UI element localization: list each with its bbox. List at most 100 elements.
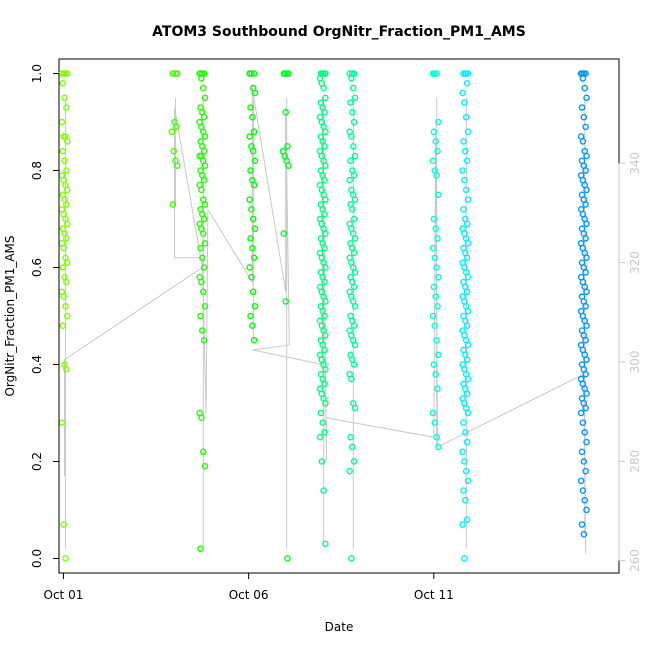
data-point [321,346,328,354]
data-point [322,94,329,102]
data-point [317,409,325,417]
data-point [198,186,205,194]
data-point [251,303,259,310]
data-point [464,341,472,349]
data-point [246,133,253,140]
data-point [464,128,472,136]
data-point [461,429,469,436]
data-point [580,530,588,538]
data-point [251,89,259,97]
data-point [284,555,291,562]
data-point [432,370,439,378]
data-point [434,303,441,310]
data-point [350,172,358,179]
data-point [201,239,209,247]
y-axis: 0.0 0.2 0.4 0.6 0.8 1.0 [30,64,60,568]
data-point [581,429,589,436]
data-point [198,278,205,286]
data-point [463,220,471,228]
data-point [582,303,589,310]
data-point [197,312,204,320]
data-point [349,206,356,213]
data-point [322,230,329,237]
right-tick-label: 260 [628,549,642,572]
data-point [200,113,208,121]
y-tick-label: 0.2 [30,452,44,471]
data-point [247,104,254,111]
data-point [61,157,68,165]
data-point [433,336,440,344]
data-point [578,521,586,528]
data-point [435,443,442,451]
x-axis: Oct 01 Oct 06 Oct 11 [44,572,454,602]
data-point [433,433,440,441]
data-point [351,152,359,160]
data-point [464,409,472,417]
data-point [435,118,442,126]
data-point [464,307,472,315]
right-axis: 260 280 300 320 340 [618,152,642,572]
data-point [200,147,208,155]
data-point [347,99,354,106]
y-tick-label: 0.6 [30,258,44,277]
data-point [434,235,441,242]
data-point [169,70,177,77]
data-point [60,521,67,528]
data-point [59,147,67,155]
data-point [173,123,180,131]
data-point [249,288,257,296]
data-point [582,235,589,242]
data-point [464,70,472,77]
data-point [320,487,327,494]
data-point [463,288,471,296]
data-point [322,332,329,339]
data-point [346,467,353,475]
data-point [350,215,358,223]
data-point [347,157,354,165]
y-tick-label: 1.0 [30,64,44,83]
data-point [431,254,439,262]
data-point [430,283,438,291]
data-point [579,487,587,494]
data-point [201,133,209,140]
data-point [249,244,256,252]
data-point [168,128,176,136]
data-point [461,458,468,465]
data-point [430,361,438,368]
data-point [460,206,467,213]
data-point [63,104,70,111]
data-point [430,128,438,136]
data-point [250,254,258,262]
data-point [62,303,69,310]
y-tick-label: 0.0 [30,549,44,568]
data-point [282,298,289,305]
data-point [200,70,208,77]
data-point [464,239,472,247]
data-point [350,322,358,329]
data-point [434,147,441,155]
data-point [351,235,359,242]
data-point [433,172,440,179]
data-point [350,118,358,126]
data-point [464,196,472,203]
data-point [321,380,328,388]
data-point [351,269,359,276]
x-tick-label: Oct 11 [414,588,454,602]
data-point [431,322,439,329]
data-point [580,458,588,465]
data-point [460,138,467,145]
data-point [349,443,356,451]
data-point [460,419,467,426]
data-point [197,545,204,553]
data-point [463,254,471,262]
data-point [63,312,71,320]
data-point [200,264,208,271]
data-point [582,167,589,174]
data-point [579,419,587,426]
data-point [322,366,329,373]
data-point [61,94,68,102]
data-point [199,327,206,334]
data-point [462,467,470,475]
data-point [459,521,466,528]
data-point [197,244,204,252]
